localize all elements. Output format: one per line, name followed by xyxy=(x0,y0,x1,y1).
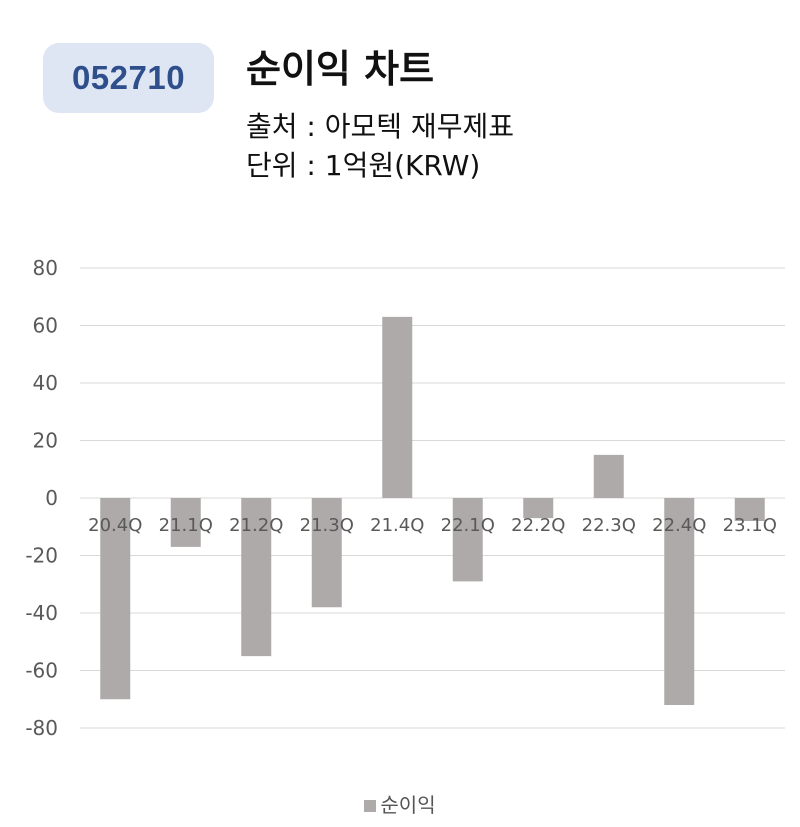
x-tick-label: 23.1Q xyxy=(723,515,777,536)
y-tick-label: -40 xyxy=(25,601,58,625)
y-tick-label: 0 xyxy=(45,486,58,510)
y-tick-label: 40 xyxy=(33,371,58,395)
x-tick-label: 22.1Q xyxy=(441,515,495,536)
x-tick-label: 21.3Q xyxy=(300,515,354,536)
legend-label: 순이익 xyxy=(380,793,435,817)
x-tick-label: 21.1Q xyxy=(159,515,213,536)
y-tick-label: -20 xyxy=(25,544,58,568)
y-tick-label: 80 xyxy=(33,256,58,280)
x-tick-label: 22.3Q xyxy=(582,515,636,536)
x-tick-label: 20.4Q xyxy=(88,515,142,536)
x-tick-label: 22.4Q xyxy=(652,515,706,536)
y-tick-label: 60 xyxy=(33,314,58,338)
bar xyxy=(594,455,624,498)
bar xyxy=(382,317,412,498)
x-tick-label: 22.2Q xyxy=(511,515,565,536)
y-tick-label: -60 xyxy=(25,659,58,683)
y-tick-label: -80 xyxy=(25,716,58,740)
x-tick-label: 21.2Q xyxy=(229,515,283,536)
legend: 순이익 xyxy=(0,789,800,818)
bar xyxy=(453,498,483,581)
y-tick-label: 20 xyxy=(33,429,58,453)
x-tick-label: 21.4Q xyxy=(370,515,424,536)
legend-swatch xyxy=(364,800,376,812)
